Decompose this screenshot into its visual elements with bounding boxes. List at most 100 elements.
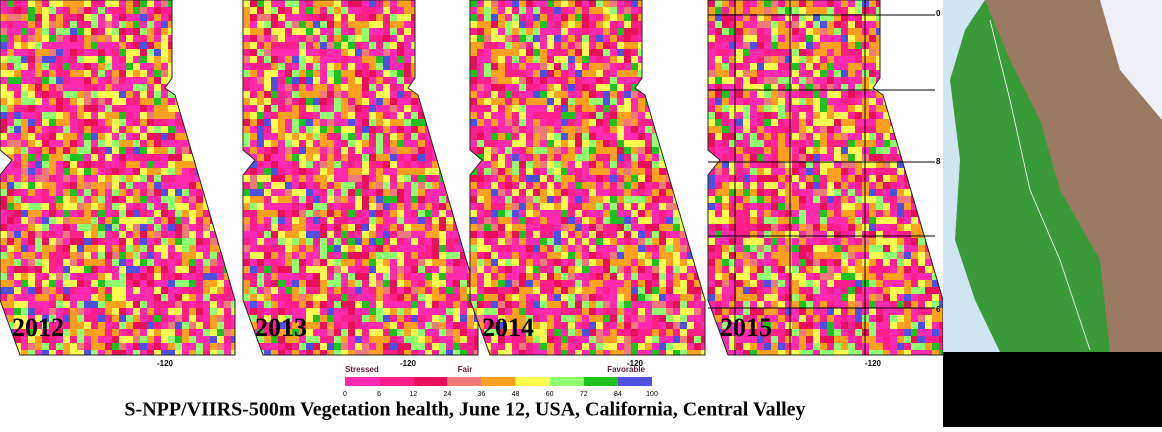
pixel [91, 259, 98, 266]
pixel [680, 301, 687, 308]
pixel [610, 56, 617, 63]
pixel [362, 224, 369, 231]
pixel [271, 182, 278, 189]
pixel [21, 238, 28, 245]
pixel [432, 329, 439, 336]
pixel [21, 105, 28, 112]
pixel [673, 84, 680, 91]
pixel [624, 245, 631, 252]
pixel [112, 259, 119, 266]
pixel [568, 56, 575, 63]
pixel [694, 126, 701, 133]
pixel [477, 49, 484, 56]
pixel [694, 56, 701, 63]
pixel [596, 91, 603, 98]
pixel [617, 210, 624, 217]
pixel [439, 133, 446, 140]
pixel [638, 203, 645, 210]
pixel [203, 301, 210, 308]
pixel [617, 252, 624, 259]
pixel [477, 126, 484, 133]
pixel [56, 217, 63, 224]
pixel [196, 343, 203, 350]
pixel [547, 252, 554, 259]
pixel [631, 189, 638, 196]
pixel [285, 14, 292, 21]
pixel [299, 301, 306, 308]
pixel [383, 175, 390, 182]
pixel [383, 105, 390, 112]
pixel [694, 133, 701, 140]
pixel [397, 259, 404, 266]
pixel [306, 105, 313, 112]
pixel [133, 182, 140, 189]
pixel [334, 210, 341, 217]
pixel [49, 224, 56, 231]
pixel [119, 308, 126, 315]
pixel [383, 238, 390, 245]
pixel [175, 14, 182, 21]
pixel [575, 301, 582, 308]
pixel [673, 70, 680, 77]
pixel [105, 147, 112, 154]
pixel [362, 42, 369, 49]
pixel [432, 175, 439, 182]
pixel [203, 280, 210, 287]
pixel [505, 84, 512, 91]
pixel [327, 280, 334, 287]
pixel [484, 63, 491, 70]
pixel [540, 182, 547, 189]
pixel [533, 154, 540, 161]
pixel [306, 182, 313, 189]
pixel [278, 133, 285, 140]
pixel [568, 14, 575, 21]
pixel [271, 287, 278, 294]
pixel [161, 147, 168, 154]
pixel [161, 252, 168, 259]
pixel [582, 77, 589, 84]
pixel [687, 63, 694, 70]
pixel [540, 210, 547, 217]
pixel [250, 119, 257, 126]
pixel [439, 266, 446, 273]
pixel [126, 21, 133, 28]
pixel [306, 14, 313, 21]
pixel [147, 203, 154, 210]
pixel [168, 203, 175, 210]
pixel [126, 273, 133, 280]
pixel [411, 231, 418, 238]
pixel [292, 245, 299, 252]
pixel [35, 14, 42, 21]
pixel [119, 63, 126, 70]
pixel [404, 21, 411, 28]
pixel [56, 49, 63, 56]
pixel [348, 140, 355, 147]
pixel [278, 217, 285, 224]
pixel [624, 294, 631, 301]
pixel [383, 49, 390, 56]
pixel [467, 322, 474, 329]
pixel [432, 336, 439, 343]
pixel [554, 273, 561, 280]
pixel [701, 259, 708, 266]
pixel [210, 329, 217, 336]
pixel [91, 49, 98, 56]
pixel [224, 175, 231, 182]
pixel [243, 21, 250, 28]
pixel [147, 49, 154, 56]
pixel [460, 350, 467, 357]
pixel [28, 273, 35, 280]
pixel [547, 189, 554, 196]
pixel [617, 70, 624, 77]
pixel [231, 245, 238, 252]
pixel [285, 252, 292, 259]
pixel [596, 63, 603, 70]
pixel [348, 119, 355, 126]
pixel [554, 245, 561, 252]
pixel [369, 308, 376, 315]
pixel [84, 112, 91, 119]
pixel [390, 7, 397, 14]
pixel [533, 140, 540, 147]
pixel [589, 147, 596, 154]
pixel [126, 70, 133, 77]
